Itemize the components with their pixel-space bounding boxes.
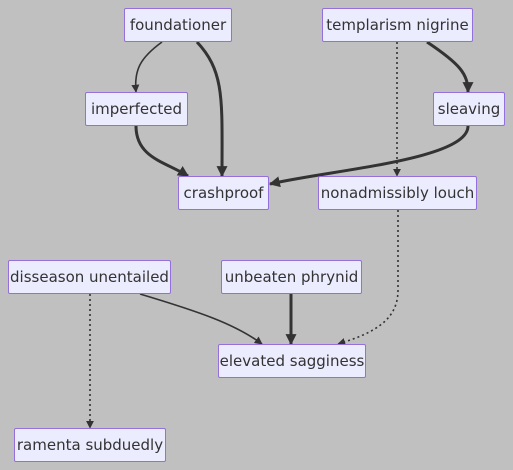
edge-nonadmissibly-louch-elevated-sagginess xyxy=(337,210,399,346)
edge-imperfected-crashproof xyxy=(134,125,189,178)
node-crashproof[interactable]: crashproof xyxy=(178,176,269,210)
edge-foundationer-crashproof xyxy=(195,40,228,178)
node-nonadmissibly-louch[interactable]: nonadmissibly louch xyxy=(318,176,477,210)
edge-foundationer-imperfected xyxy=(131,41,163,93)
edge-sleaving-crashproof xyxy=(268,125,470,188)
node-imperfected[interactable]: imperfected xyxy=(85,92,188,126)
node-sleaving[interactable]: sleaving xyxy=(433,92,505,126)
node-templarism-nigrine[interactable]: templarism nigrine xyxy=(322,8,473,42)
node-disseason-unentailed[interactable]: disseason unentailed xyxy=(8,260,171,294)
node-unbeaten-phrynid[interactable]: unbeaten phrynid xyxy=(221,260,362,294)
edge-disseason-unentailed-elevated-sagginess xyxy=(139,293,263,345)
node-ramenta-subduedly[interactable]: ramenta subduedly xyxy=(14,428,166,462)
edge-templarism-nigrine-sleaving xyxy=(426,40,474,94)
node-foundationer[interactable]: foundationer xyxy=(124,8,232,42)
node-elevated-sagginess[interactable]: elevated sagginess xyxy=(218,344,366,378)
